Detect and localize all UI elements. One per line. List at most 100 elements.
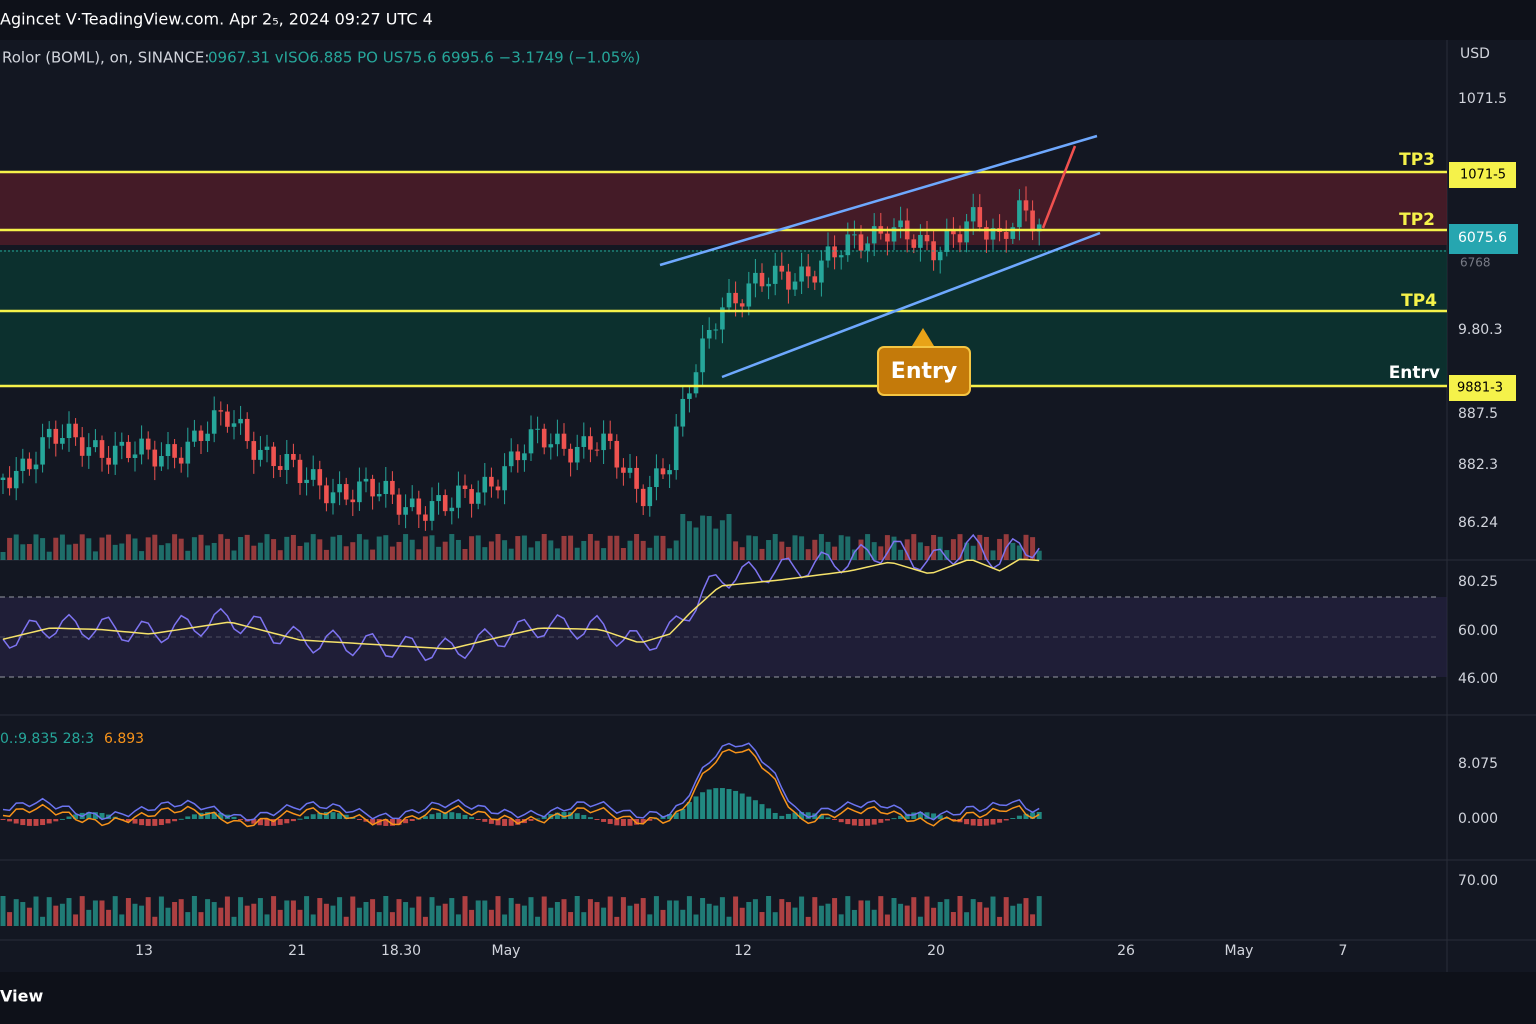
macd-bar [191, 814, 197, 819]
volume-bar [964, 912, 970, 926]
volume-bar [1036, 896, 1042, 926]
volume-bar [832, 546, 838, 560]
volume-bar [125, 534, 131, 560]
macd-bar [277, 819, 283, 825]
volume-bar [125, 898, 131, 926]
volume-bar [779, 541, 785, 560]
time-label: May [1225, 943, 1254, 959]
macd-bar [785, 813, 791, 819]
volume-bar [554, 548, 560, 560]
candles [0, 186, 1042, 926]
candle [799, 266, 804, 282]
volume-bar [350, 896, 356, 926]
candle [581, 436, 587, 447]
volume-bar [766, 540, 772, 560]
volume-bar [818, 534, 824, 560]
candle [139, 438, 144, 455]
macd-bar [917, 812, 923, 819]
header-title: Agincet V·TeadingView.com. Apr 2₅, 2024 … [0, 10, 433, 29]
callout-text: Entry [891, 359, 957, 384]
macd-bar [383, 819, 389, 826]
volume-bar [772, 912, 778, 926]
candle [165, 444, 171, 457]
volume-bar [898, 903, 904, 926]
volume-bar [53, 537, 59, 560]
volume-bar [667, 900, 673, 926]
volume-bar [805, 549, 811, 560]
volume-bar [257, 542, 263, 560]
macd-bar [46, 819, 52, 824]
candle [416, 498, 422, 515]
volume-bar [917, 542, 923, 560]
macd-bar [719, 788, 725, 819]
volume-bar [257, 898, 263, 926]
macd-bar [205, 812, 211, 819]
candle [390, 480, 395, 495]
macd-bar [356, 819, 362, 820]
candle [885, 233, 890, 242]
macd-bar [172, 819, 178, 822]
macd-bar [871, 819, 877, 825]
candle [475, 492, 481, 504]
volume-bar [1030, 537, 1036, 560]
time-label: 21 [288, 943, 306, 959]
volume-bar [310, 534, 316, 560]
volume-bar [264, 534, 270, 560]
volume-bar [0, 896, 6, 926]
volume-bar [568, 535, 574, 560]
volume-bar [937, 901, 943, 926]
macd-bar [26, 819, 32, 826]
candle [152, 449, 158, 467]
macd-bar [950, 819, 956, 820]
candle [588, 436, 593, 450]
candle [1030, 210, 1035, 232]
volume-bar [733, 896, 739, 926]
candle [614, 440, 620, 468]
macd-bar [832, 819, 838, 820]
macd-bar [997, 819, 1003, 823]
candle [733, 292, 738, 304]
volume-bar [977, 902, 983, 926]
candle [687, 393, 692, 399]
volume-label: 70.00 [1458, 873, 1498, 889]
volume-bar [205, 899, 211, 926]
candle [258, 449, 263, 460]
volume-bar [495, 534, 501, 560]
volume-bar [858, 900, 864, 926]
volume-bar [178, 538, 184, 560]
candle [264, 446, 270, 450]
candle [568, 448, 573, 463]
volume-bar [185, 912, 191, 926]
macd-bar [165, 819, 171, 824]
volume-bar [502, 540, 508, 560]
macd-bar [607, 819, 613, 824]
macd-bar [20, 819, 26, 826]
time-label: 26 [1117, 943, 1135, 959]
volume-bar [950, 912, 956, 926]
volume-bar [726, 514, 732, 560]
volume-bar [977, 534, 983, 560]
volume-bar [337, 535, 343, 560]
volume-bar [970, 545, 976, 560]
volume-bar [884, 535, 890, 560]
macd-bar [838, 819, 844, 823]
candle [640, 488, 646, 507]
candle [713, 329, 719, 331]
candle [185, 441, 191, 464]
macd-bar [482, 819, 488, 822]
candle [73, 423, 78, 438]
volume-bar [779, 899, 785, 926]
volume-bar [752, 536, 758, 560]
price-label: 887.5 [1458, 406, 1498, 422]
macd-bar [739, 793, 745, 819]
volume-bar [904, 539, 910, 560]
volume-bar [106, 534, 112, 560]
price-label: 1071.5 [1458, 91, 1507, 107]
volume-bar [614, 916, 620, 926]
rsi-label: 46.00 [1458, 671, 1498, 687]
price-box [1449, 224, 1518, 254]
candle [535, 428, 540, 430]
volume-bar [46, 897, 52, 926]
candle [178, 457, 184, 464]
volume-bar [350, 542, 356, 560]
